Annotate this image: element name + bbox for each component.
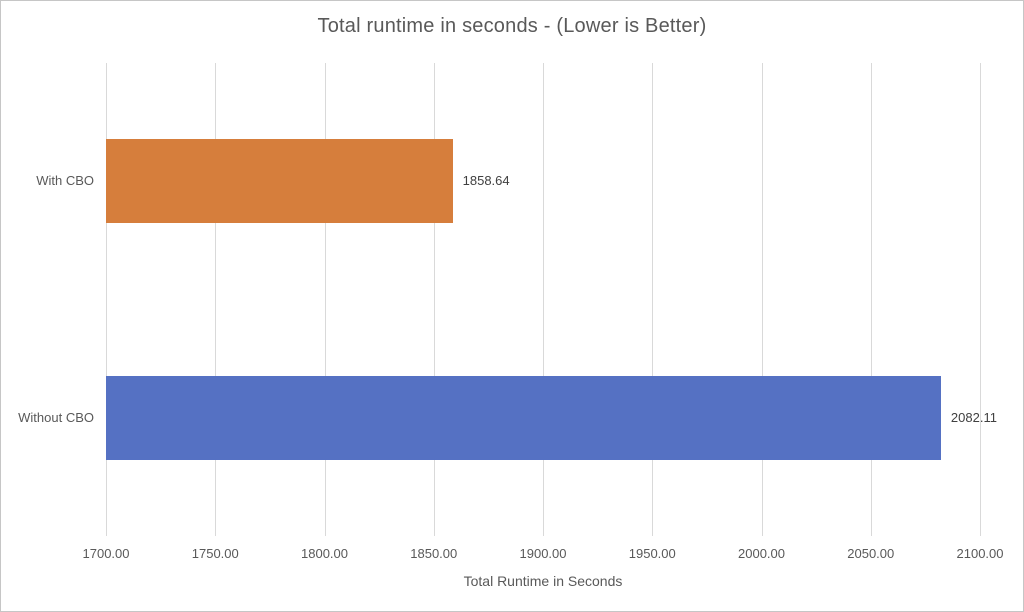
x-tick-label: 1850.00	[410, 546, 458, 561]
category-label: Without CBO	[18, 409, 94, 425]
bar-without-cbo	[106, 375, 941, 460]
x-tick-label: 1750.00	[191, 546, 239, 561]
x-tick-label: 1800.00	[301, 546, 348, 561]
x-tick-label: 1700.00	[82, 546, 130, 561]
x-tick-label: 1950.00	[628, 546, 676, 561]
gridline	[870, 63, 872, 536]
gridline	[980, 63, 981, 536]
gridline	[215, 63, 217, 536]
gridline	[433, 63, 435, 536]
bar-with-cbo	[106, 139, 453, 224]
gridline	[106, 63, 107, 536]
gridline	[543, 63, 544, 536]
chart-title: Total runtime in seconds - (Lower is Bet…	[317, 15, 707, 37]
category-label: With CBO	[36, 173, 94, 189]
x-tick-label: 1900.00	[519, 546, 567, 561]
plot-area: 1858.64 2082.11	[106, 63, 997, 536]
x-tick-label: 2000.00	[738, 546, 785, 561]
gridline	[761, 63, 763, 536]
bar-value-label: 1858.64	[462, 173, 510, 189]
gridline	[324, 63, 326, 536]
bar-value-label: 2082.11	[950, 409, 997, 425]
x-tick-label: 2050.00	[847, 546, 895, 561]
x-tick-label: 2100.00	[956, 546, 1004, 561]
gridline	[652, 63, 654, 536]
x-axis-label: Total Runtime in Seconds	[463, 573, 623, 589]
